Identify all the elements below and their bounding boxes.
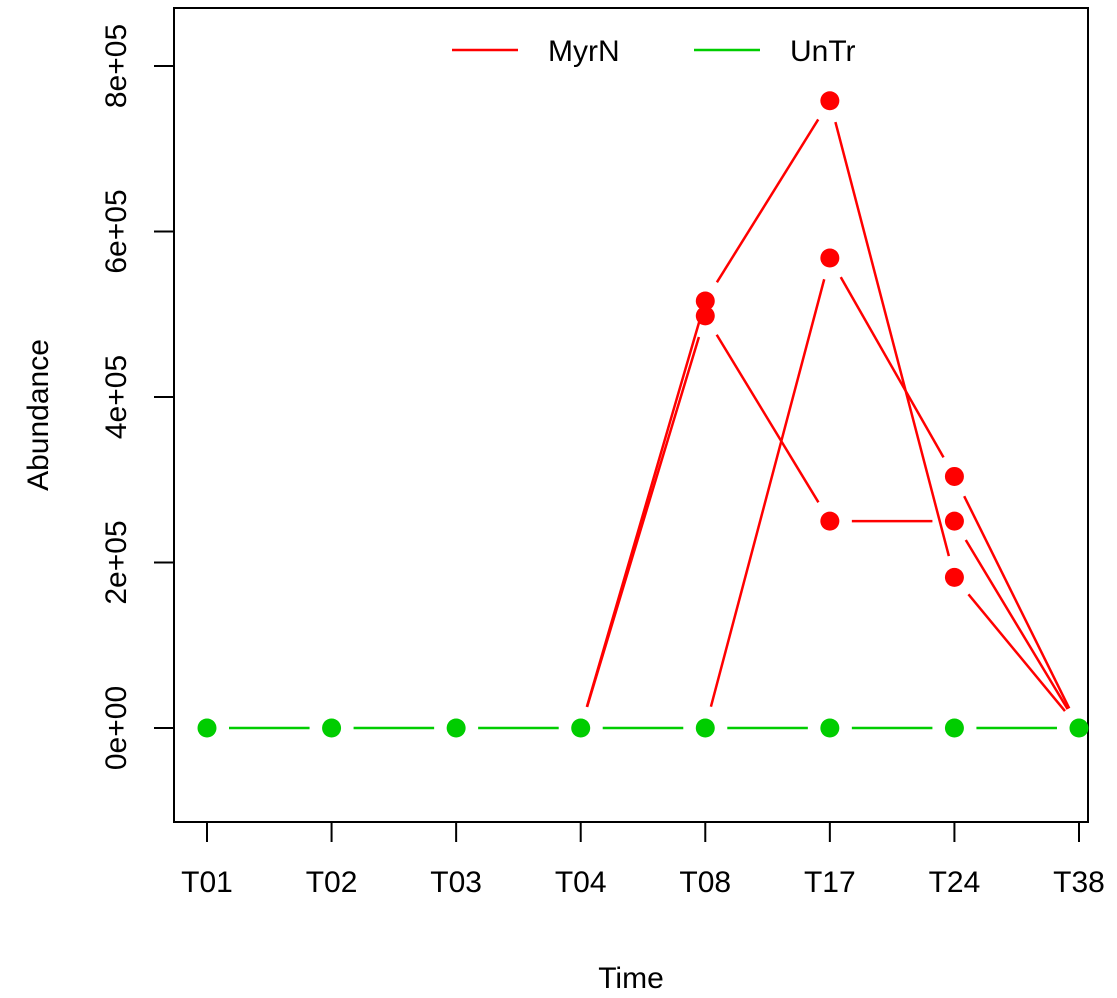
legend-item-untr: UnTr bbox=[694, 35, 856, 68]
data-point bbox=[944, 466, 964, 486]
plot-frame bbox=[173, 7, 1089, 823]
series-segment bbox=[839, 276, 945, 458]
y-axis-title: Abundance bbox=[22, 339, 55, 491]
legend-label: UnTr bbox=[790, 35, 856, 68]
series-myrn bbox=[585, 91, 1066, 712]
x-tick-label: T03 bbox=[430, 866, 482, 899]
series-myrn bbox=[709, 248, 1071, 709]
x-tick-label: T17 bbox=[804, 866, 856, 899]
series-myrn bbox=[585, 306, 1069, 710]
y-tick-label: 2e+05 bbox=[100, 520, 133, 604]
series-segment bbox=[963, 495, 1071, 709]
series-segment bbox=[964, 539, 1069, 710]
x-axis-title: Time bbox=[598, 962, 664, 995]
data-point bbox=[820, 248, 840, 268]
data-point bbox=[695, 718, 715, 738]
data-point bbox=[571, 718, 591, 738]
series-untr bbox=[197, 718, 1089, 738]
y-tick-label: 4e+05 bbox=[100, 355, 133, 439]
x-tick-label: T24 bbox=[929, 866, 981, 899]
series-segment bbox=[709, 278, 826, 708]
series-segment bbox=[834, 121, 951, 557]
series-layer bbox=[197, 91, 1089, 738]
data-point bbox=[944, 511, 964, 531]
data-point bbox=[446, 718, 466, 738]
data-point bbox=[820, 511, 840, 531]
legend-item-myrn: MyrN bbox=[452, 35, 620, 68]
series-segment bbox=[715, 118, 820, 283]
data-point bbox=[944, 567, 964, 587]
y-axis: 0e+00 2e+05 4e+05 6e+05 8e+05 bbox=[100, 24, 175, 770]
data-point bbox=[695, 306, 715, 326]
y-tick-label: 6e+05 bbox=[100, 189, 133, 273]
x-tick-label: T02 bbox=[306, 866, 358, 899]
data-point bbox=[820, 718, 840, 738]
data-point bbox=[197, 718, 217, 738]
x-tick-label: T38 bbox=[1053, 866, 1105, 899]
y-tick-label: 8e+05 bbox=[100, 24, 133, 108]
legend: MyrN UnTr bbox=[452, 35, 856, 68]
y-tick-label: 0e+00 bbox=[100, 686, 133, 770]
data-point bbox=[1069, 718, 1089, 738]
data-point bbox=[322, 718, 342, 738]
data-point bbox=[820, 91, 840, 111]
x-tick-label: T01 bbox=[181, 866, 233, 899]
series-segment bbox=[585, 336, 701, 708]
data-point bbox=[944, 718, 964, 738]
x-tick-label: T04 bbox=[555, 866, 607, 899]
series-segment bbox=[967, 593, 1066, 712]
series-segment bbox=[715, 334, 820, 503]
data-point bbox=[695, 291, 715, 311]
legend-label: MyrN bbox=[548, 35, 620, 68]
x-axis: T01 T02 T03 T04 T08 T17 T24 T38 bbox=[181, 821, 1105, 899]
x-tick-label: T08 bbox=[679, 866, 731, 899]
